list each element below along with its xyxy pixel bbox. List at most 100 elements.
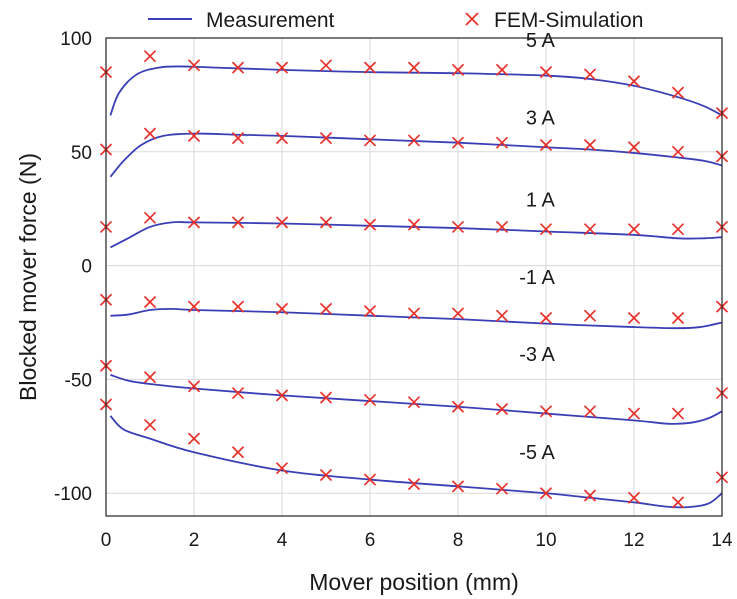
curve-label: -1 A — [519, 267, 555, 289]
legend: Measurement FEM-Simulation — [148, 9, 643, 32]
series-1 — [99, 127, 729, 178]
x-axis-label: Mover position (mm) — [309, 569, 519, 595]
measurement-line — [110, 307, 723, 330]
y-tick-label: 0 — [81, 257, 92, 278]
curve-label: -3 A — [519, 344, 555, 366]
simulation-point — [495, 63, 509, 76]
grid — [105, 37, 723, 516]
simulation-point — [231, 216, 245, 229]
y-tick-labels: -100 -50 0 50 100 — [54, 29, 92, 505]
x-tick-label: 6 — [365, 530, 376, 551]
simulation-point — [187, 129, 201, 142]
simulation-point — [187, 216, 201, 229]
simulation-point — [539, 311, 553, 325]
y-tick-label: -50 — [65, 370, 92, 391]
simulation-point — [143, 211, 157, 224]
simulation-point — [407, 134, 421, 147]
x-tick-label: 4 — [277, 530, 288, 551]
x-tick-label: 14 — [711, 530, 733, 551]
simulation-point — [319, 468, 333, 482]
simulation-point — [671, 145, 685, 158]
simulation-point — [275, 462, 289, 475]
simulation-point — [451, 307, 465, 320]
y-tick-label: -100 — [54, 484, 92, 505]
simulation-point — [539, 487, 553, 500]
simulation-point — [539, 66, 553, 79]
series-0 — [99, 50, 729, 120]
x-tick-labels: 0 2 4 6 8 10 12 14 — [101, 530, 733, 551]
simulation-point — [627, 223, 641, 236]
simulation-point — [539, 138, 553, 152]
simulation-point — [143, 295, 157, 309]
simulation-point — [363, 134, 377, 147]
simulation-point — [495, 309, 509, 322]
simulation-point — [143, 127, 157, 140]
simulation-point — [143, 50, 157, 63]
simulation-point — [495, 482, 509, 495]
simulation-point — [319, 132, 333, 145]
simulation-point — [275, 389, 289, 402]
x-tick-label: 0 — [101, 530, 112, 551]
simulation-point — [407, 218, 421, 231]
simulation-point — [451, 400, 465, 413]
simulation-point — [671, 311, 685, 325]
simulation-point — [275, 216, 289, 229]
simulation-point — [231, 300, 245, 313]
x-tick-label: 10 — [535, 530, 556, 551]
simulation-point — [187, 59, 201, 72]
simulation-point — [363, 393, 377, 407]
simulation-point — [275, 132, 289, 145]
simulation-point — [319, 391, 333, 404]
simulation-point — [671, 86, 685, 99]
simulation-point — [583, 489, 597, 502]
simulation-point — [319, 302, 333, 315]
simulation-point — [627, 311, 641, 325]
simulation-point — [583, 223, 597, 236]
simulation-point — [451, 63, 465, 76]
simulation-point — [187, 432, 201, 445]
x-tick-label: 12 — [623, 530, 644, 551]
curve-labels: 5 A 3 A 1 A -1 A -3 A -5 A — [519, 30, 555, 464]
curve-label: 3 A — [526, 107, 556, 129]
simulation-point — [363, 473, 377, 486]
simulation-point — [275, 61, 289, 74]
simulation-point — [451, 220, 465, 234]
simulation-point — [671, 407, 685, 420]
simulation-point — [407, 307, 421, 320]
simulation-point — [539, 223, 553, 236]
simulation-point — [275, 302, 289, 315]
simulation-point — [451, 480, 465, 493]
simulation-point — [363, 218, 377, 231]
simulation-point — [231, 132, 245, 145]
curve-label: -5 A — [519, 442, 555, 464]
simulation-point — [671, 496, 685, 509]
simulation-point — [319, 59, 333, 72]
curve-label: 1 A — [526, 189, 556, 211]
plot-frame — [105, 37, 723, 517]
simulation-point — [627, 141, 641, 154]
simulation-point — [187, 380, 201, 393]
series-4 — [99, 359, 729, 425]
simulation-point — [627, 75, 641, 88]
simulation-point — [187, 300, 201, 313]
simulation-point — [583, 138, 597, 152]
simulation-point — [627, 407, 641, 420]
simulation-point — [407, 478, 421, 491]
simulation-point — [495, 220, 509, 234]
measurement-line — [109, 65, 723, 117]
simulation-point — [231, 446, 245, 459]
simulation-point — [451, 136, 465, 149]
simulation-point — [319, 216, 333, 229]
x-tick-label: 2 — [189, 530, 200, 551]
simulation-point — [671, 223, 685, 236]
simulation-point — [495, 402, 509, 416]
plot-series — [99, 50, 729, 509]
measurement-line — [109, 415, 723, 509]
simulation-point — [143, 418, 157, 432]
y-tick-label: 50 — [71, 143, 92, 164]
simulation-point — [407, 396, 421, 409]
measurement-line — [109, 132, 723, 178]
simulation-point — [539, 405, 553, 418]
simulation-point — [583, 68, 597, 81]
